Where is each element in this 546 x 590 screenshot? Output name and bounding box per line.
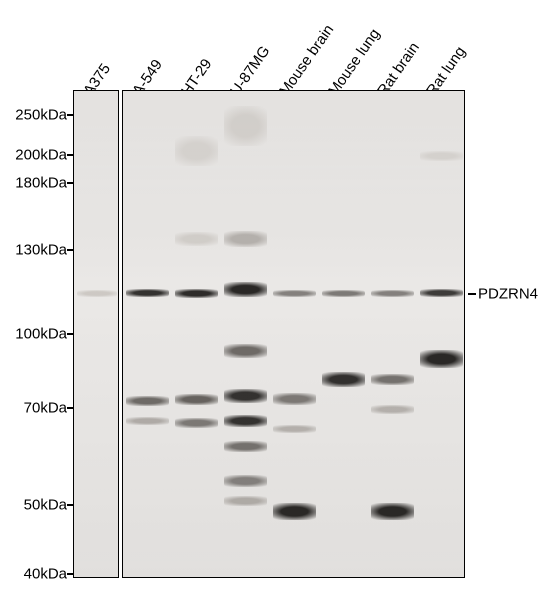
blot-band xyxy=(273,425,316,433)
blot-band xyxy=(224,106,267,146)
blot-band xyxy=(175,136,218,166)
blot-band xyxy=(420,350,463,368)
blot-band xyxy=(126,417,169,425)
blot-band xyxy=(224,496,267,506)
blot-band xyxy=(224,282,267,297)
blot-band xyxy=(322,290,365,297)
blot-band xyxy=(273,393,316,405)
blot-band xyxy=(175,394,218,405)
blot-band xyxy=(420,151,463,161)
mw-marker-label: 40kDa xyxy=(2,566,67,583)
blot-band xyxy=(126,396,169,406)
blot-band xyxy=(322,372,365,387)
mw-marker-label: 250kDa xyxy=(2,107,67,124)
blot-band xyxy=(126,289,169,297)
mw-marker-label: 200kDa xyxy=(2,147,67,164)
blot-band xyxy=(273,290,316,297)
blot-band xyxy=(175,232,218,246)
blot-band xyxy=(175,418,218,428)
blot-lane xyxy=(74,91,119,577)
blot-band xyxy=(420,289,463,297)
blot-lane xyxy=(319,91,368,577)
blot-band xyxy=(175,289,218,298)
western-blot-figure: A375A-549HT-29U-87MGMouse brainMouse lun… xyxy=(0,0,546,590)
blot-band xyxy=(224,344,267,358)
blot-band xyxy=(371,374,414,385)
blot-panel-1 xyxy=(73,90,119,578)
blot-panel-2 xyxy=(122,90,465,578)
blot-band xyxy=(77,290,117,297)
blot-band xyxy=(371,503,414,520)
target-tick xyxy=(468,293,476,295)
blot-band xyxy=(224,389,267,403)
mw-marker-label: 50kDa xyxy=(2,497,67,514)
mw-marker-label: 70kDa xyxy=(2,400,67,417)
mw-marker-label: 180kDa xyxy=(2,175,67,192)
blot-band xyxy=(224,231,267,247)
blot-band xyxy=(224,441,267,452)
blot-band xyxy=(371,405,414,414)
blot-lane xyxy=(123,91,172,577)
mw-marker-label: 130kDa xyxy=(2,242,67,259)
blot-band xyxy=(371,290,414,297)
blot-band xyxy=(224,415,267,427)
target-protein-label: PDZRN4 xyxy=(478,286,538,303)
blot-band xyxy=(224,475,267,487)
blot-lane xyxy=(417,91,465,577)
mw-marker-label: 100kDa xyxy=(2,326,67,343)
blot-band xyxy=(273,503,316,520)
